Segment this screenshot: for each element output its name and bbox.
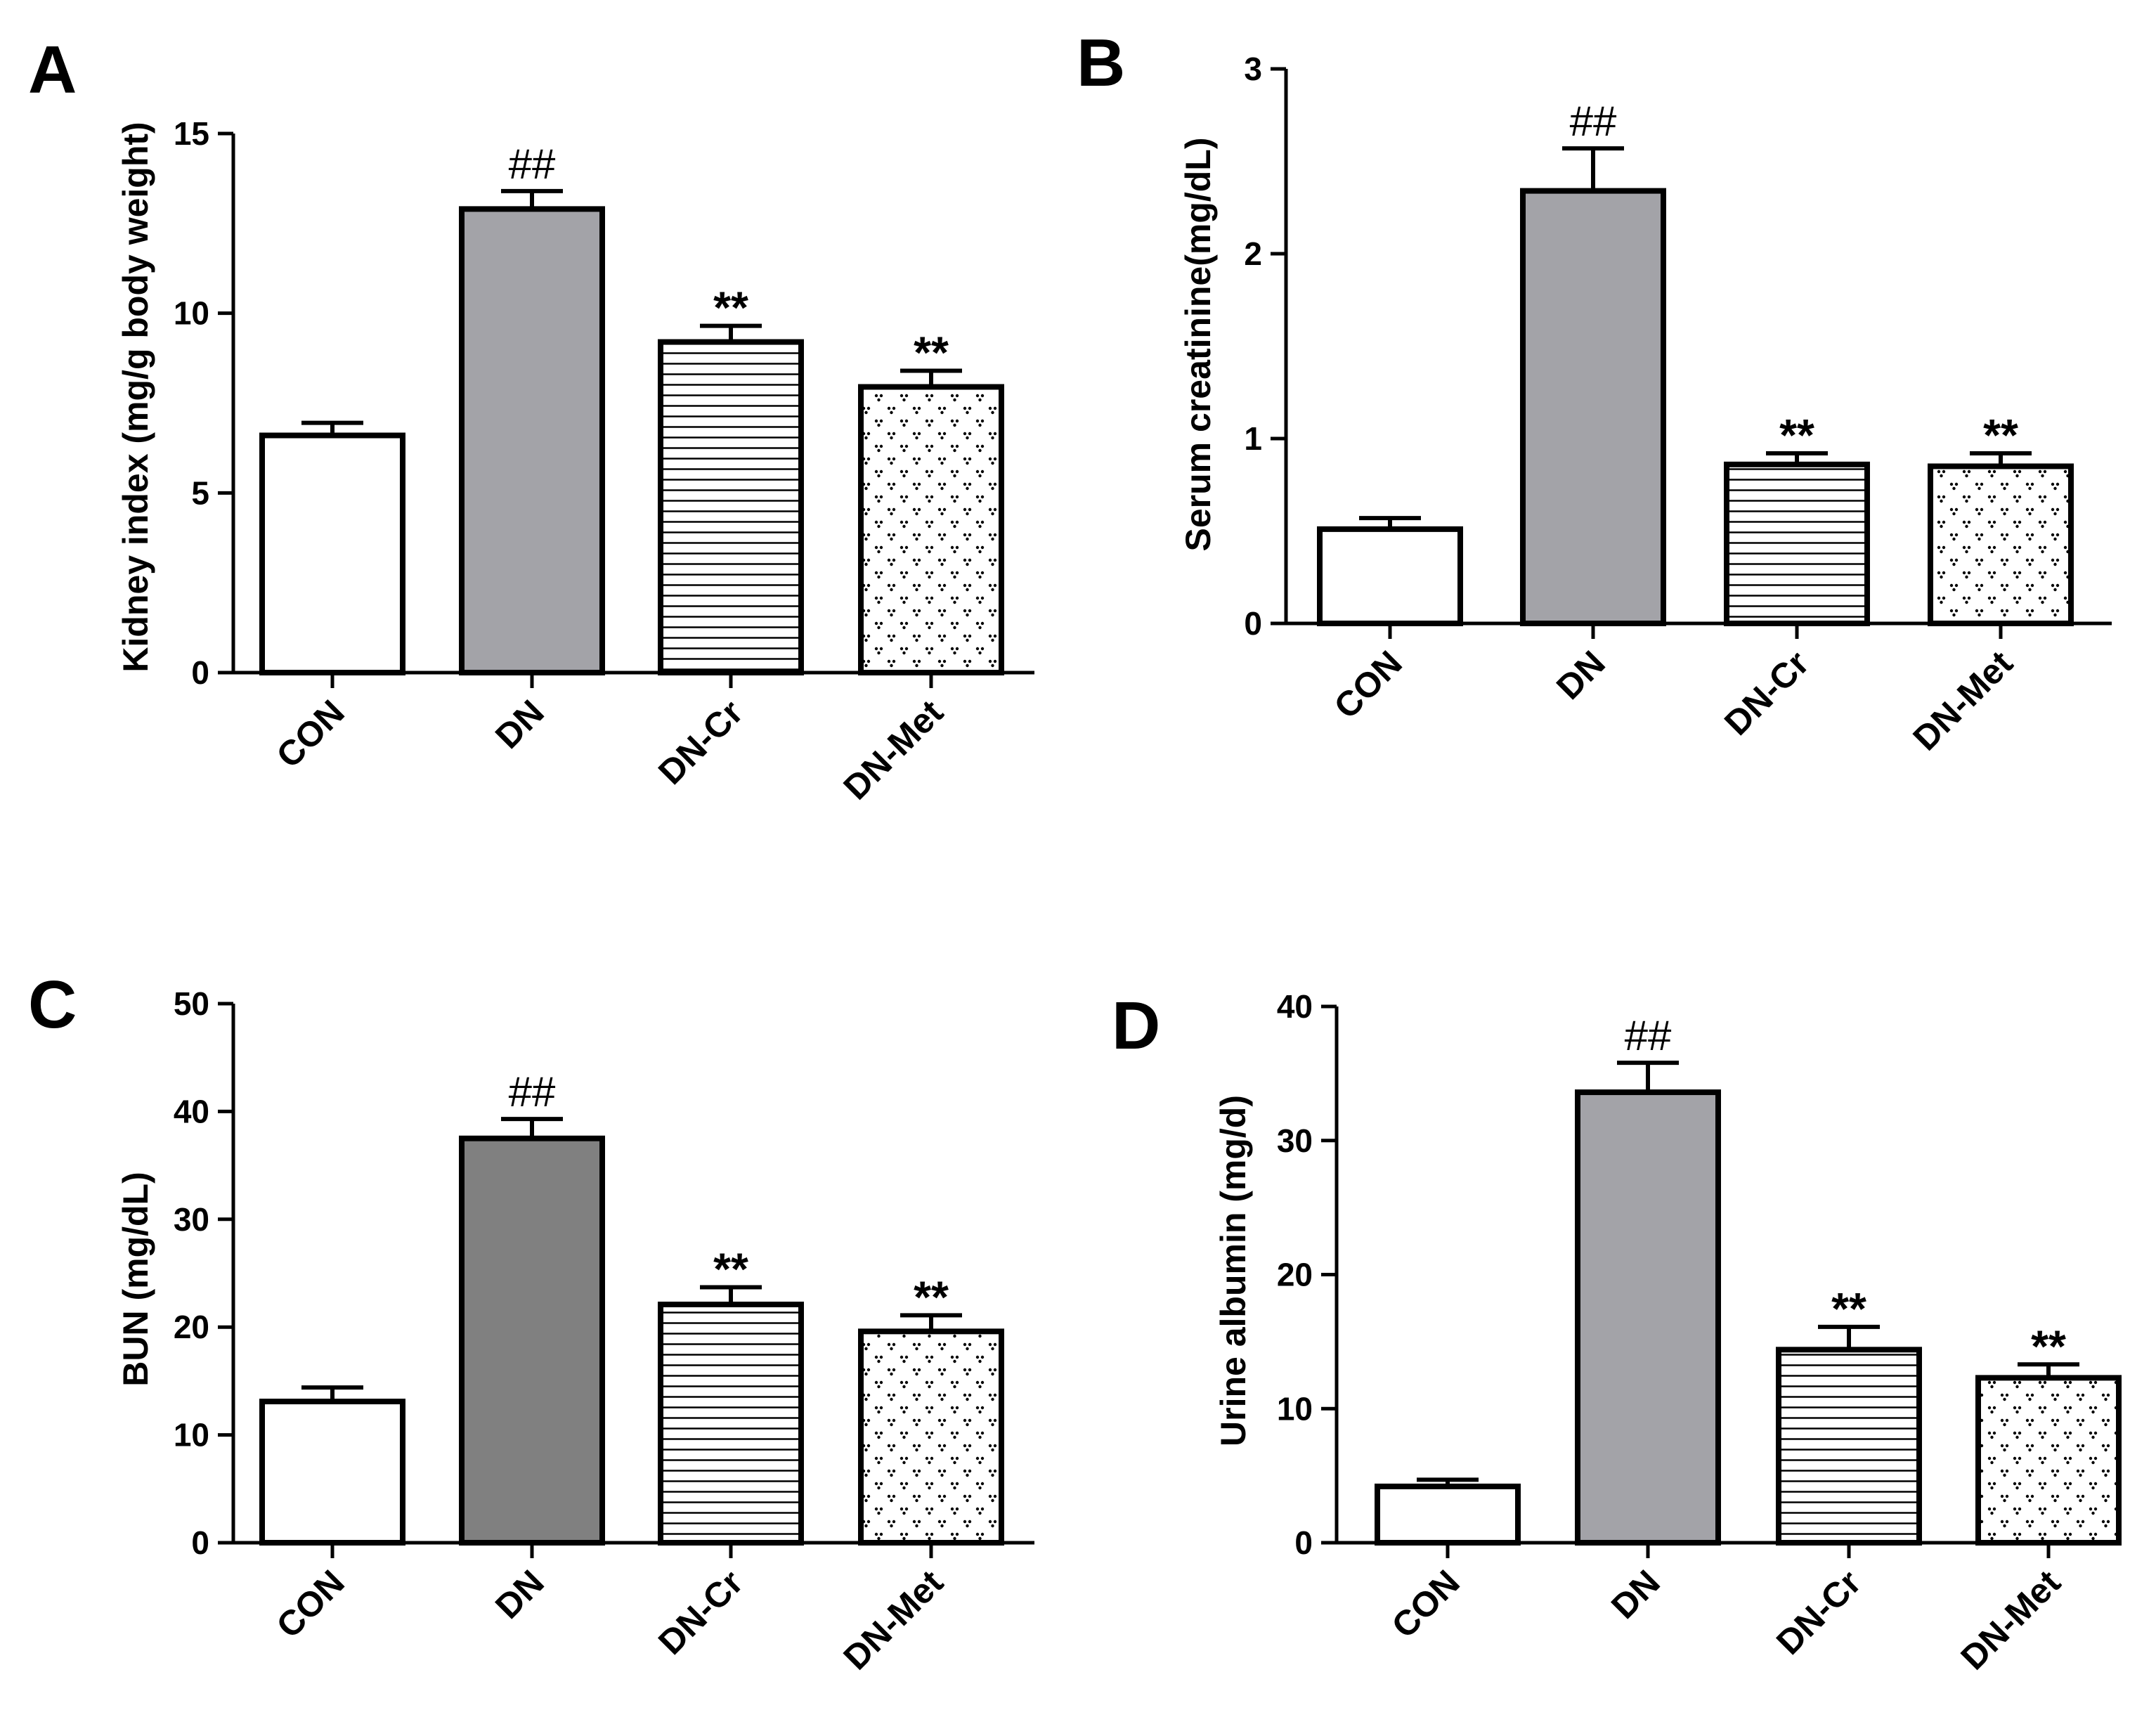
y-tick-label: 0 [1294, 1524, 1313, 1561]
bar-dn [459, 206, 605, 675]
panel-letter: D [1112, 988, 1160, 1063]
category-label: CON [269, 1562, 352, 1645]
significance-label: ** [713, 1243, 748, 1294]
bar-dn-cr [658, 339, 804, 675]
category-label: DN-Cr [1717, 643, 1817, 743]
chart-panel-d: D Urine albumin (mg/d) 0 10 20 30 40 CON ## DN *… [1112, 988, 2122, 1678]
bar-dn-cr [658, 1301, 804, 1546]
significance-label: ** [1779, 410, 1814, 460]
chart-panel-a: A Kidney index (mg/g body weight) 0 5 10 15… [28, 32, 1034, 808]
category-label: DN [1549, 643, 1613, 707]
y-tick-label: 0 [191, 654, 209, 691]
significance-label: ** [713, 283, 748, 333]
category-label: DN-Cr [1769, 1562, 1869, 1662]
y-axis-label: Serum creatinine(mg/dL) [1178, 138, 1218, 552]
bar-dn [1575, 1089, 1721, 1546]
bar-dn-met [858, 384, 1004, 675]
bar-dn-met [858, 1328, 1004, 1546]
bar-dn-cr [1724, 461, 1870, 626]
y-tick-label: 2 [1244, 235, 1262, 272]
category-label: DN-Cr [651, 1562, 751, 1662]
y-tick-label: 1 [1244, 420, 1262, 457]
category-label: DN-Met [1953, 1562, 2068, 1678]
y-tick-label: 20 [1277, 1257, 1313, 1293]
chart-panel-c: C BUN (mg/dL) 0 10 20 30 40 50 CON ## DN ** DN-Cr *… [28, 967, 1034, 1678]
bar-dn-met [1928, 463, 2074, 627]
chart-panel-b: B Serum creatinine(mg/dL) 0 1 2 3 CON ## DN ** D… [1077, 25, 2112, 758]
bar-dn [1520, 188, 1666, 626]
y-axis-label: BUN (mg/dL) [116, 1172, 155, 1387]
significance-label: ** [1983, 410, 2018, 460]
category-label: DN [488, 1562, 552, 1626]
bar-con [259, 432, 405, 676]
panel-letter: B [1077, 25, 1125, 101]
significance-label: ## [509, 1068, 556, 1115]
category-label: DN-Met [836, 1562, 951, 1678]
category-label: CON [1327, 643, 1410, 726]
y-tick-label: 3 [1244, 51, 1262, 87]
y-tick-label: 30 [1277, 1122, 1313, 1159]
category-label: DN-Met [836, 692, 951, 808]
bar-dn [459, 1135, 605, 1546]
y-tick-label: 0 [191, 1524, 209, 1561]
significance-label: ## [509, 141, 556, 188]
y-tick-label: 50 [174, 985, 209, 1022]
y-tick-label: 30 [174, 1201, 209, 1238]
y-tick-label: 40 [174, 1093, 209, 1129]
y-tick-label: 10 [174, 295, 209, 332]
y-tick-label: 40 [1277, 988, 1313, 1025]
y-tick-label: 10 [174, 1417, 209, 1453]
significance-label: ** [1831, 1283, 1866, 1334]
category-label: DN-Met [1905, 643, 2020, 758]
y-tick-label: 10 [1277, 1390, 1313, 1427]
y-tick-label: 15 [174, 115, 209, 152]
bar-dn-met [1975, 1375, 2122, 1546]
significance-label: ** [914, 1271, 949, 1322]
bar-dn-cr [1776, 1347, 1922, 1546]
significance-label: ** [914, 327, 949, 377]
panel-letter: A [28, 32, 77, 108]
category-label: CON [1384, 1562, 1467, 1645]
y-tick-label: 20 [174, 1309, 209, 1345]
bar-con [1317, 526, 1463, 626]
significance-label: ## [1570, 98, 1617, 145]
y-axis-label: Kidney index (mg/g body weight) [116, 122, 155, 672]
bar-con [1375, 1483, 1521, 1546]
y-tick-label: 5 [191, 474, 209, 511]
category-label: DN-Cr [651, 692, 751, 792]
significance-label: ## [1625, 1012, 1672, 1059]
significance-label: ** [2031, 1321, 2066, 1371]
category-label: DN [1604, 1562, 1668, 1626]
category-label: DN [488, 692, 552, 756]
category-label: CON [269, 692, 352, 775]
panel-letter: C [28, 967, 77, 1042]
y-tick-label: 0 [1244, 605, 1262, 642]
bar-con [259, 1399, 405, 1546]
y-axis-label: Urine albumin (mg/d) [1214, 1095, 1253, 1446]
